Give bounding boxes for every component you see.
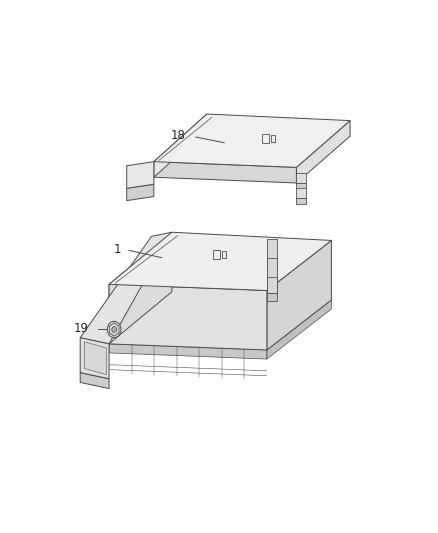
Polygon shape: [297, 120, 350, 183]
Polygon shape: [109, 232, 172, 344]
Polygon shape: [271, 135, 275, 142]
Circle shape: [107, 321, 121, 338]
Polygon shape: [110, 323, 119, 336]
Polygon shape: [80, 232, 172, 344]
Polygon shape: [267, 263, 277, 271]
Polygon shape: [222, 252, 226, 257]
Polygon shape: [80, 373, 109, 389]
Polygon shape: [267, 277, 277, 293]
Polygon shape: [297, 173, 306, 183]
Polygon shape: [297, 183, 306, 189]
Polygon shape: [297, 188, 306, 198]
Text: 1: 1: [113, 243, 121, 256]
Polygon shape: [109, 284, 267, 350]
Polygon shape: [212, 250, 220, 259]
Text: 19: 19: [74, 322, 88, 335]
Polygon shape: [267, 239, 277, 263]
Circle shape: [112, 327, 117, 333]
Polygon shape: [267, 258, 277, 282]
Polygon shape: [84, 342, 106, 375]
Polygon shape: [154, 114, 350, 167]
Polygon shape: [80, 338, 109, 379]
Polygon shape: [154, 161, 297, 183]
Polygon shape: [262, 134, 269, 143]
Polygon shape: [297, 198, 306, 204]
Polygon shape: [127, 184, 154, 200]
Polygon shape: [109, 232, 332, 290]
Polygon shape: [127, 161, 154, 188]
Polygon shape: [154, 114, 207, 177]
Polygon shape: [267, 282, 277, 290]
Polygon shape: [267, 300, 332, 359]
Polygon shape: [267, 240, 332, 350]
Text: 18: 18: [170, 130, 185, 142]
Polygon shape: [267, 293, 277, 301]
Polygon shape: [109, 344, 267, 359]
